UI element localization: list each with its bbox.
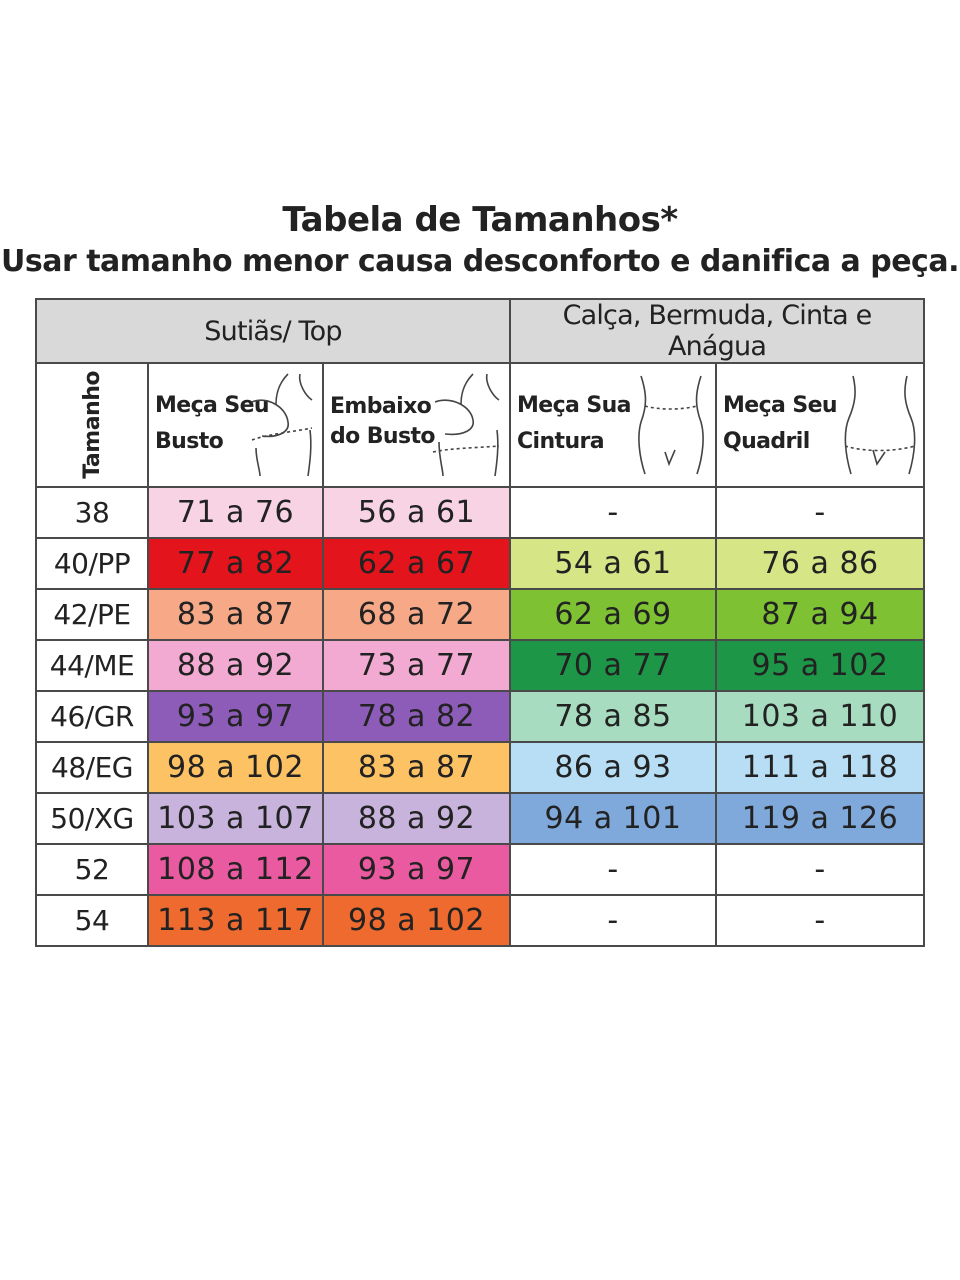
underbust-label-line2: do Busto — [330, 424, 435, 449]
table-row: 40/PP 77 a 82 62 a 67 54 a 61 76 a 86 — [35, 537, 925, 590]
busto-cell: 108 a 112 — [147, 843, 324, 896]
waist-outline-icon — [638, 375, 704, 475]
size-label: Tamanho — [79, 371, 105, 479]
embaixo-cell: 73 a 77 — [322, 639, 511, 692]
waist-label-line2: Cintura — [517, 429, 605, 454]
waist-label-line1: Meça Sua — [517, 393, 632, 418]
cintura-cell: 78 a 85 — [509, 690, 717, 743]
table-row: 54 113 a 117 98 a 102- - — [35, 894, 925, 947]
quadril-cell: - — [715, 843, 925, 896]
cintura-cell: 70 a 77 — [509, 639, 717, 692]
size-cell: 46/GR — [35, 690, 149, 743]
cintura-cell: 94 a 101 — [509, 792, 717, 845]
group-header-bras: Sutiãs/ Top — [35, 298, 511, 364]
bust-label-line2: Busto — [155, 429, 224, 454]
table-title: Tabela de Tamanhos* — [282, 200, 678, 240]
busto-cell: 93 a 97 — [147, 690, 324, 743]
cintura-cell: 86 a 93 — [509, 741, 717, 794]
embaixo-cell: 88 a 92 — [322, 792, 511, 845]
busto-cell: 77 a 82 — [147, 537, 324, 590]
quadril-cell: 87 a 94 — [715, 588, 925, 641]
size-cell: 52 — [35, 843, 149, 896]
underbust-outline-icon — [432, 373, 500, 477]
column-header-hip: Meça Seu Quadril — [715, 362, 925, 488]
table-row: 42/PE 83 a 87 68 a 72 62 a 69 87 a 94 — [35, 588, 925, 641]
cintura-cell: - — [509, 486, 717, 539]
busto-cell: 83 a 87 — [147, 588, 324, 641]
size-table: Sutiãs/ Top Calça, Bermuda, Cinta e Anág… — [35, 298, 925, 947]
column-header-waist: Meça Sua Cintura — [509, 362, 717, 488]
column-header-bust: Meça Seu Busto — [147, 362, 324, 488]
table-row: 50/XG 103 a 107 88 a 92 94 a 101 119 a 126 — [35, 792, 925, 845]
size-cell: 44/ME — [35, 639, 149, 692]
bust-label-line1: Meça Seu — [155, 393, 270, 418]
busto-cell: 71 a 76 — [147, 486, 324, 539]
embaixo-cell: 98 a 102 — [322, 894, 511, 947]
quadril-cell: 95 a 102 — [715, 639, 925, 692]
embaixo-cell: 68 a 72 — [322, 588, 511, 641]
embaixo-cell: 56 a 61 — [322, 486, 511, 539]
busto-cell: 103 a 107 — [147, 792, 324, 845]
quadril-cell: 119 a 126 — [715, 792, 925, 845]
table-row: 52 108 a 112 93 a 97- - — [35, 843, 925, 896]
size-cell: 38 — [35, 486, 149, 539]
column-header-size: Tamanho — [35, 362, 149, 488]
quadril-cell: 111 a 118 — [715, 741, 925, 794]
table-row: 44/ME 88 a 92 73 a 77 70 a 77 95 a 102 — [35, 639, 925, 692]
column-header-underbust: Embaixo do Busto — [322, 362, 511, 488]
size-cell: 40/PP — [35, 537, 149, 590]
embaixo-cell: 62 a 67 — [322, 537, 511, 590]
table-subtitle: Usar tamanho menor causa desconforto e d… — [1, 244, 959, 279]
table-row: 48/EG 98 a 102 83 a 87 86 a 93 111 a 118 — [35, 741, 925, 794]
bust-outline-icon — [251, 373, 313, 477]
quadril-cell: 76 a 86 — [715, 537, 925, 590]
cintura-cell: - — [509, 843, 717, 896]
hip-outline-icon — [844, 375, 916, 475]
cintura-cell: 62 a 69 — [509, 588, 717, 641]
quadril-cell: - — [715, 894, 925, 947]
hip-label-line2: Quadril — [723, 429, 810, 454]
size-cell: 42/PE — [35, 588, 149, 641]
busto-cell: 88 a 92 — [147, 639, 324, 692]
embaixo-cell: 83 a 87 — [322, 741, 511, 794]
busto-cell: 98 a 102 — [147, 741, 324, 794]
table-row: 38 71 a 76 56 a 61- - — [35, 486, 925, 539]
hip-label-line1: Meça Seu — [723, 393, 838, 418]
group-header-bottoms: Calça, Bermuda, Cinta e Anágua — [509, 298, 925, 364]
size-cell: 54 — [35, 894, 149, 947]
table-row: 46/GR 93 a 97 78 a 82 78 a 85 103 a 110 — [35, 690, 925, 743]
cintura-cell: 54 a 61 — [509, 537, 717, 590]
cintura-cell: - — [509, 894, 717, 947]
embaixo-cell: 93 a 97 — [322, 843, 511, 896]
size-cell: 48/EG — [35, 741, 149, 794]
busto-cell: 113 a 117 — [147, 894, 324, 947]
size-cell: 50/XG — [35, 792, 149, 845]
underbust-label-line1: Embaixo — [330, 394, 432, 419]
quadril-cell: - — [715, 486, 925, 539]
embaixo-cell: 78 a 82 — [322, 690, 511, 743]
quadril-cell: 103 a 110 — [715, 690, 925, 743]
